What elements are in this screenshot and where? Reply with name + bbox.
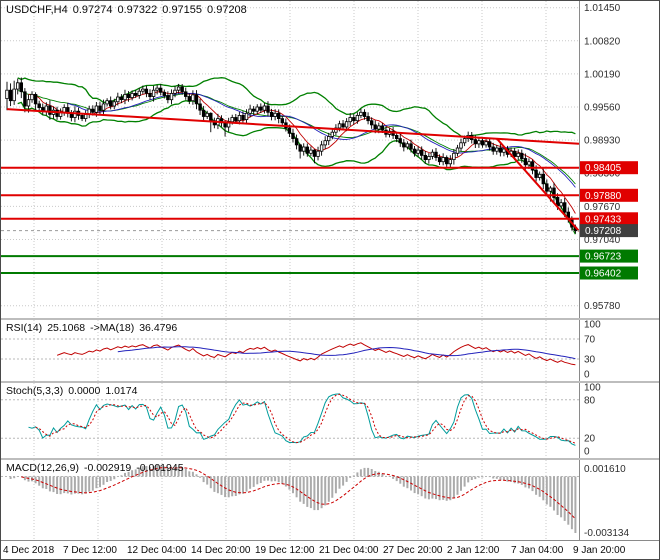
time-axis-label: 9 Jan 20:00 xyxy=(573,545,626,556)
time-axis-label: 21 Dec 04:00 xyxy=(319,545,379,556)
price-level-badge xyxy=(580,249,638,263)
stoch-value: 0.0000 xyxy=(68,385,101,397)
svg-text:0: 0 xyxy=(584,447,590,458)
time-axis[interactable]: 4 Dec 2018 7 Dec 12:00 12 Dec 04:00 14 Dec … xyxy=(1,540,659,559)
svg-text:0.96723: 0.96723 xyxy=(585,252,622,263)
price-level-badge xyxy=(580,161,638,175)
svg-text:0.001610: 0.001610 xyxy=(584,464,626,475)
time-axis-label: 2 Jan 12:00 xyxy=(447,545,500,556)
macd-signal-line xyxy=(21,467,576,520)
candles xyxy=(5,77,578,234)
close-value: 0.97208 xyxy=(207,4,247,16)
price-level-badge xyxy=(580,188,638,202)
low-value: 0.97155 xyxy=(162,4,203,16)
time-axis-label: 4 Dec 2018 xyxy=(3,545,55,556)
macd-signal-value: -0.001945 xyxy=(136,462,184,474)
stoch-title: Stoch(5,3,3) xyxy=(6,385,64,397)
rsi-value: 25.1068 xyxy=(47,322,86,334)
rsi-title: RSI(14) xyxy=(6,322,43,334)
time-axis-label: 27 Dec 20:00 xyxy=(383,545,443,556)
svg-text:20: 20 xyxy=(584,434,596,445)
current-price-badge xyxy=(580,224,638,238)
svg-text:0.96402: 0.96402 xyxy=(585,269,622,280)
time-axis-label: 7 Dec 12:00 xyxy=(63,545,117,556)
svg-text:30: 30 xyxy=(584,355,596,366)
svg-text:0.97040: 0.97040 xyxy=(584,235,621,246)
macd-label: MACD(12,26,9) -0.002919 -0.001945 xyxy=(6,462,189,474)
trend-line[interactable] xyxy=(6,108,580,145)
svg-text:0.97880: 0.97880 xyxy=(585,191,622,202)
rsi-pane[interactable]: 100 70 30 0 RSI(14) 25.1068 ->MA(18) 36.4796 xyxy=(1,318,660,381)
stoch-d-line xyxy=(35,393,576,444)
main-chart-svg[interactable]: 1.014501.008201.001900.995600.989300.983… xyxy=(1,1,660,318)
svg-text:0.97208: 0.97208 xyxy=(585,226,622,237)
main-chart-pane[interactable]: 1.014501.008201.001900.995600.989300.983… xyxy=(1,1,660,318)
svg-text:100: 100 xyxy=(584,320,601,331)
stoch-k-line xyxy=(28,393,576,446)
svg-text:0: 0 xyxy=(584,370,590,381)
svg-text:1.00190: 1.00190 xyxy=(584,69,621,80)
ma-fast-line xyxy=(28,91,576,214)
open-value: 0.97274 xyxy=(72,4,113,16)
svg-text:1.00820: 1.00820 xyxy=(584,36,621,47)
macd-histogram xyxy=(9,465,577,533)
trend-line[interactable] xyxy=(496,137,580,232)
svg-text:1.01450: 1.01450 xyxy=(584,3,621,14)
macd-svg[interactable]: 0.001610 -0.003134 xyxy=(1,460,660,540)
svg-text:0.97670: 0.97670 xyxy=(584,202,621,213)
svg-text:0.98405: 0.98405 xyxy=(585,163,622,174)
rsi-ma-title: ->MA(18) xyxy=(90,322,135,334)
time-axis-label: 7 Jan 04:00 xyxy=(511,545,564,556)
svg-text:0.98930: 0.98930 xyxy=(584,136,621,147)
rsi-svg[interactable]: 100 70 30 0 xyxy=(1,320,660,381)
svg-text:100: 100 xyxy=(584,383,601,394)
stoch-signal-value: 1.0174 xyxy=(105,385,138,397)
time-axis-label: 19 Dec 12:00 xyxy=(255,545,315,556)
chart-ohlc-header: USDCHF,H4 0.97274 0.97322 0.97155 0.97208 xyxy=(6,4,252,16)
price-level-badge xyxy=(580,212,638,226)
symbol-period-label: USDCHF,H4 xyxy=(6,4,68,16)
macd-pane[interactable]: 0.001610 -0.003134 MACD(12,26,9) -0.002919… xyxy=(1,458,660,540)
macd-value: -0.002919 xyxy=(83,462,132,474)
svg-text:80: 80 xyxy=(584,395,596,406)
price-level-badge xyxy=(580,266,638,280)
svg-text:-0.003134: -0.003134 xyxy=(584,528,629,539)
rsi-label: RSI(14) 25.1068 ->MA(18) 36.4796 xyxy=(6,322,182,334)
stochastic-pane[interactable]: 100 80 20 0 Stoch(5,3,3) 0.0000 1.0174 xyxy=(1,381,660,458)
svg-text:70: 70 xyxy=(584,335,596,346)
ma-slow-line xyxy=(67,92,576,188)
macd-title: MACD(12,26,9) xyxy=(6,462,79,474)
stochastic-label: Stoch(5,3,3) 0.0000 1.0174 xyxy=(6,385,142,397)
rsi-ma-value: 36.4796 xyxy=(139,322,178,334)
svg-text:0.95780: 0.95780 xyxy=(584,301,621,312)
rsi-ma-line xyxy=(117,346,576,360)
svg-text:0.97433: 0.97433 xyxy=(585,214,622,225)
svg-text:0.99560: 0.99560 xyxy=(584,103,621,114)
time-axis-label: 12 Dec 04:00 xyxy=(127,545,187,556)
rsi-line xyxy=(56,342,576,366)
time-axis-label: 14 Dec 20:00 xyxy=(191,545,251,556)
high-value: 0.97322 xyxy=(117,4,158,16)
